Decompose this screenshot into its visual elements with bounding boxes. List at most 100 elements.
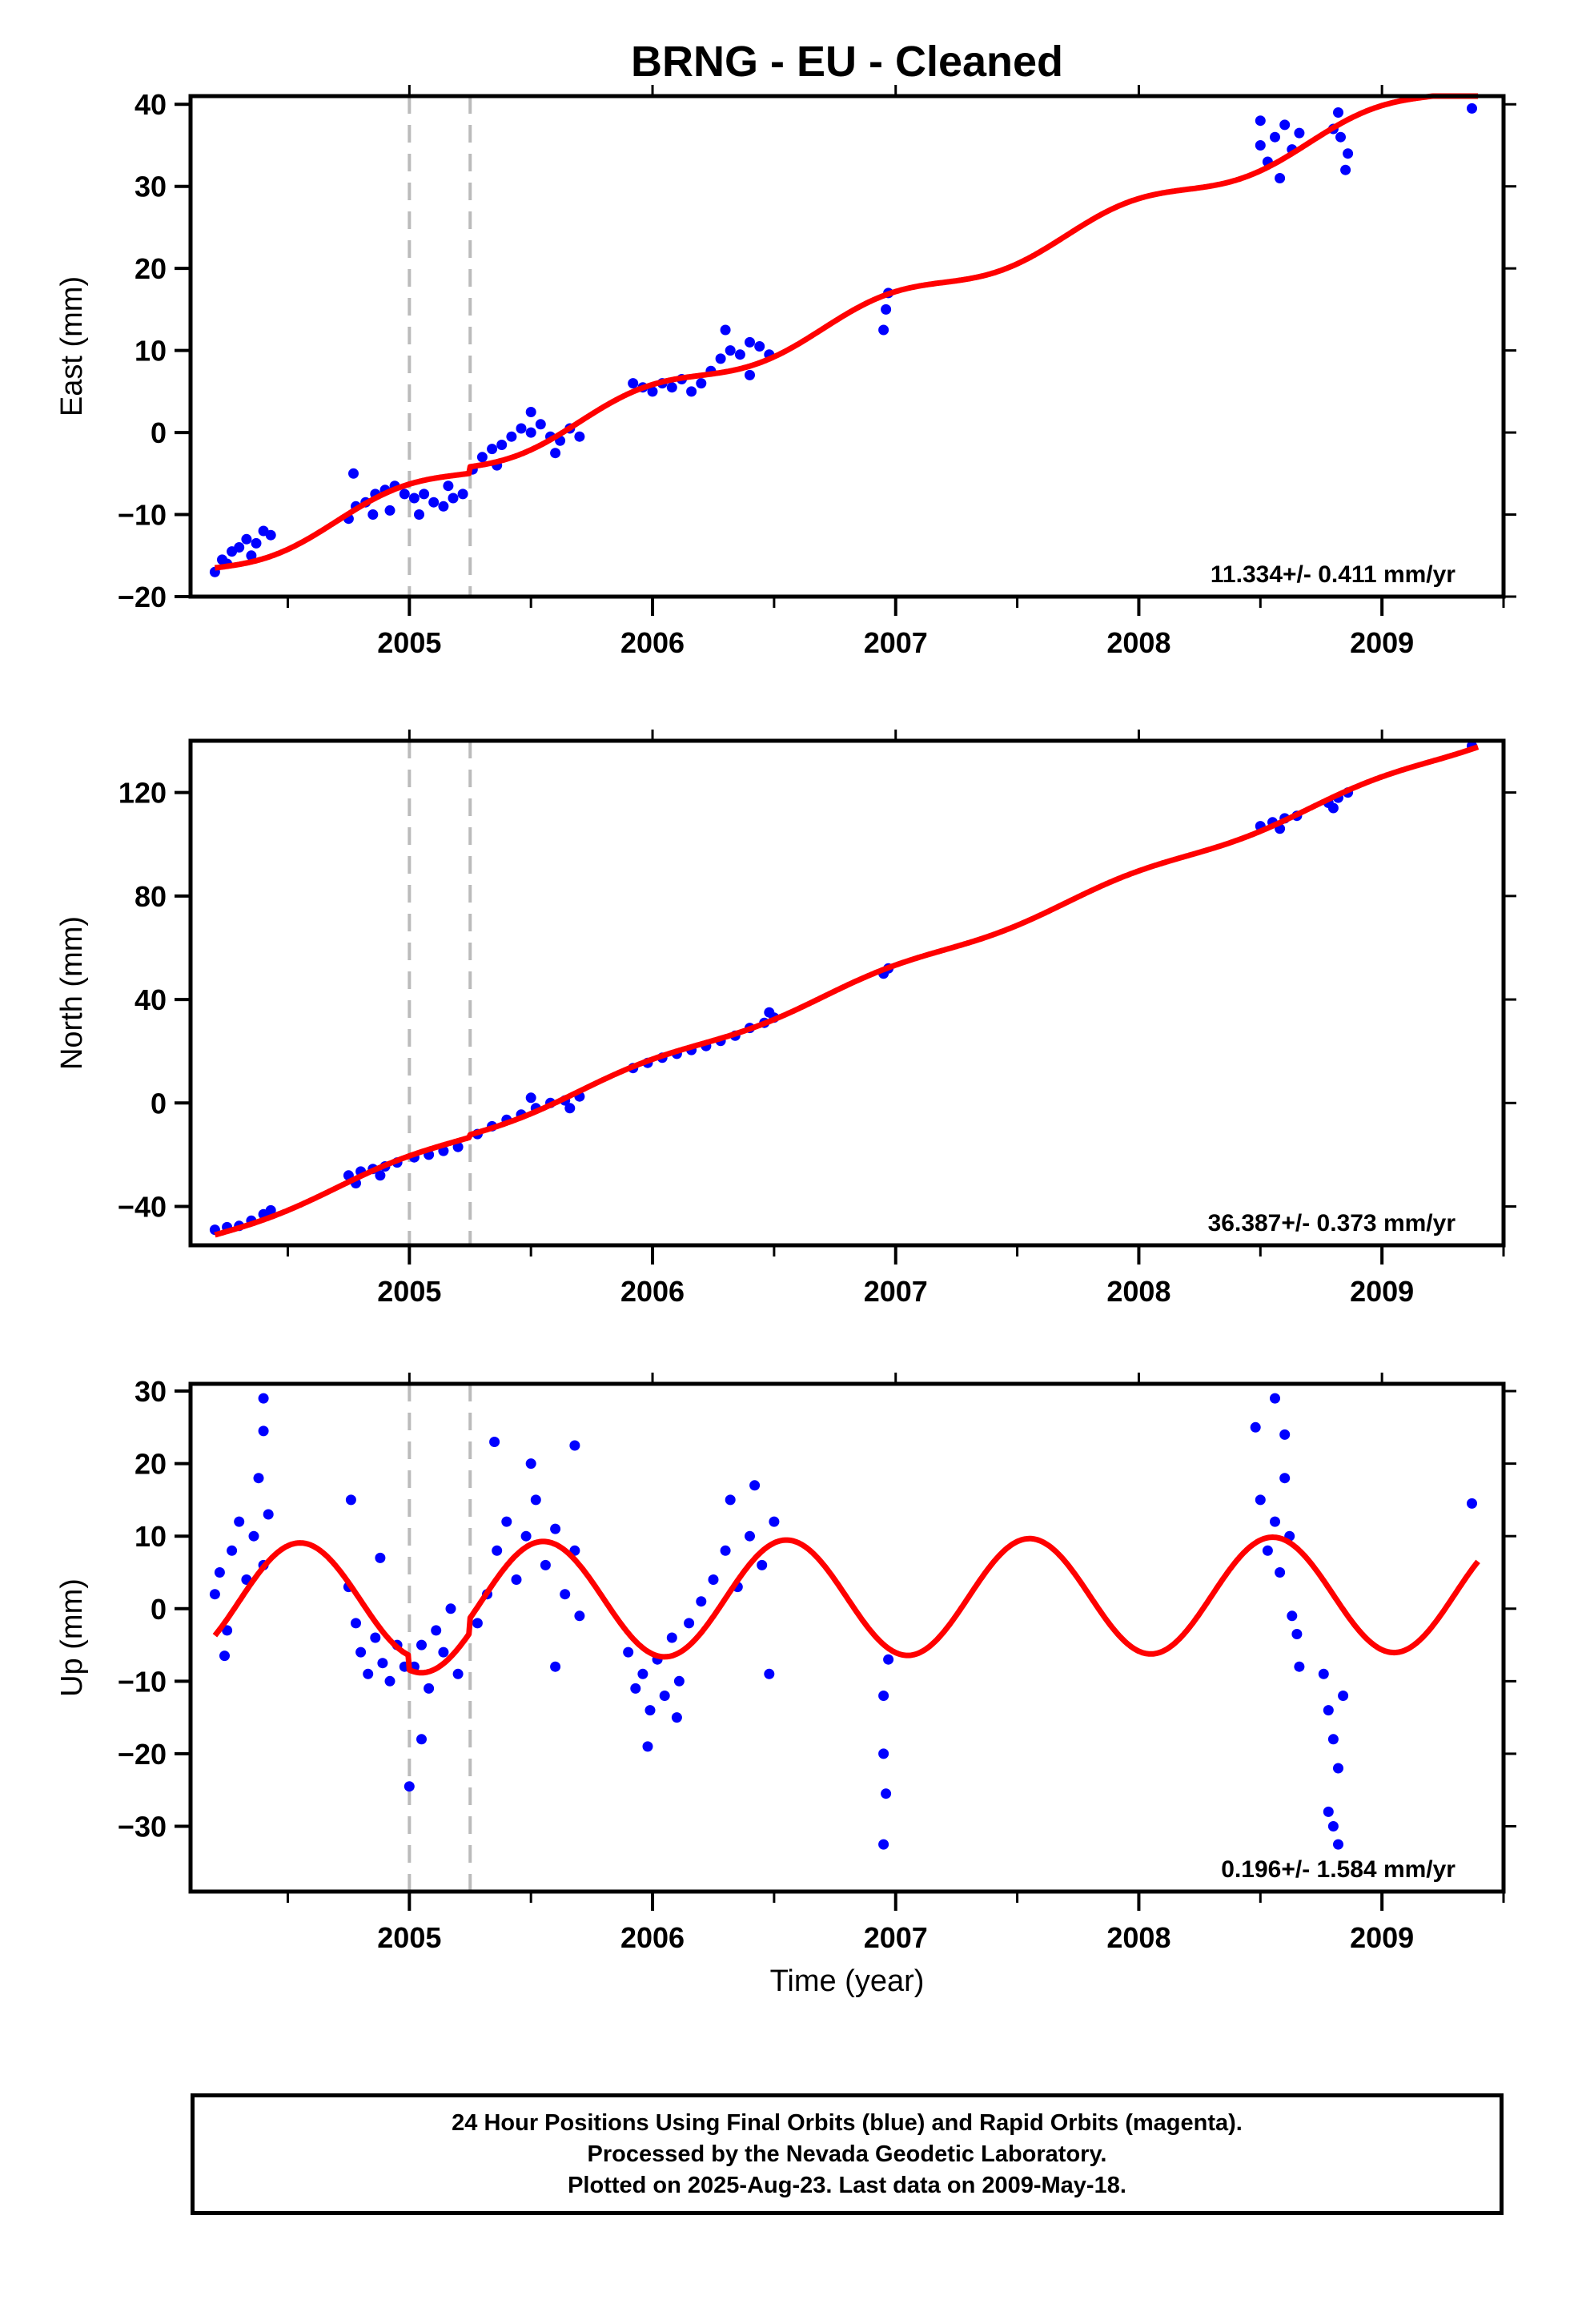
data-point <box>1340 164 1351 175</box>
data-point <box>445 1603 456 1614</box>
data-point <box>1270 1393 1280 1404</box>
data-point <box>1279 1429 1291 1440</box>
data-point <box>472 1618 483 1629</box>
data-point <box>476 452 488 463</box>
data-point <box>745 1530 755 1542</box>
y-tick-label: 0 <box>151 1087 167 1120</box>
data-point <box>348 468 359 479</box>
data-point <box>506 431 517 442</box>
data-point <box>414 509 424 520</box>
y-tick-label: 80 <box>135 880 167 913</box>
data-point <box>363 1668 374 1679</box>
panel-1: 2005 2006 2007 2008 2009 −20 −10 0 10 20 30 40 East … <box>55 38 1516 659</box>
data-point <box>351 1618 361 1629</box>
data-point <box>647 386 658 397</box>
data-point <box>673 1675 685 1687</box>
data-point <box>878 1691 889 1701</box>
data-point <box>511 1574 522 1585</box>
data-point <box>560 1589 571 1600</box>
data-point <box>1270 1516 1280 1527</box>
data-point <box>416 1639 427 1651</box>
y-tick-label: −40 <box>118 1191 167 1224</box>
x-axis-label: Time (year) <box>770 1964 925 1998</box>
data-point <box>404 1781 415 1792</box>
data-point <box>1333 1839 1343 1850</box>
data-point <box>265 529 276 541</box>
data-point <box>1333 107 1343 118</box>
y-tick-label: −10 <box>118 499 167 532</box>
data-point <box>525 1458 536 1470</box>
data-point <box>725 1494 736 1506</box>
data-point <box>258 1425 269 1437</box>
x-tick-label: 2006 <box>620 626 685 659</box>
x-tick-label: 2008 <box>1106 1921 1170 1954</box>
data-point <box>1318 1668 1329 1679</box>
data-point <box>438 1647 449 1658</box>
data-point <box>443 480 454 492</box>
data-point <box>734 349 745 360</box>
plot-frame <box>188 94 1506 599</box>
data-point <box>222 1625 233 1636</box>
data-point <box>501 1516 512 1527</box>
data-point <box>248 1530 259 1542</box>
data-point <box>253 1473 264 1484</box>
data-point <box>671 1712 682 1723</box>
panel-3: 2005 2006 2007 2008 2009 −30 −20 −10 0 10 20 30 Up (… <box>55 1373 1516 1998</box>
model-curve <box>212 1534 1480 1676</box>
data-point <box>696 378 707 389</box>
data-point <box>1343 148 1354 159</box>
data-point <box>424 1683 435 1694</box>
data-point <box>234 1516 245 1527</box>
data-point <box>628 378 639 389</box>
data-point <box>569 1440 580 1451</box>
data-point <box>637 1668 648 1679</box>
data-point <box>416 1734 427 1745</box>
data-point <box>540 1559 551 1570</box>
y-tick-label: 0 <box>151 1593 167 1626</box>
data-point <box>630 1683 641 1694</box>
x-tick-label: 2007 <box>864 626 928 659</box>
data-point <box>355 1647 367 1658</box>
data-point <box>438 501 449 512</box>
data-point <box>550 1523 561 1534</box>
data-point <box>516 423 527 434</box>
plot-frame <box>188 738 1506 1248</box>
data-point <box>764 1668 775 1679</box>
data-point <box>227 1545 238 1556</box>
data-point <box>623 1647 634 1658</box>
footer-line-orbits: 24 Hour Positions Using Final Orbits (bl… <box>452 2109 1243 2136</box>
data-point <box>535 419 546 430</box>
y-tick-label: −30 <box>118 1810 167 1843</box>
y-tick-label: −20 <box>118 1738 167 1771</box>
data-point <box>659 1691 670 1701</box>
data-point <box>370 1632 381 1643</box>
data-point <box>530 1494 541 1506</box>
data-point <box>878 324 889 336</box>
data-point <box>1262 1545 1273 1556</box>
data-point <box>720 324 731 336</box>
data-point <box>644 1705 656 1716</box>
y-axis-label: East (mm) <box>55 276 89 416</box>
y-tick-label: 30 <box>135 1375 167 1408</box>
data-point <box>525 407 536 417</box>
rate-label: 11.334+/- 0.411 mm/yr <box>1211 561 1456 588</box>
x-tick-label: 2006 <box>620 1275 685 1308</box>
data-point <box>263 1509 274 1520</box>
y-tick-label: −20 <box>118 581 167 613</box>
data-point <box>492 1545 503 1556</box>
data-point <box>720 1545 731 1556</box>
data-point <box>1255 115 1266 127</box>
data-point <box>246 550 257 561</box>
data-point <box>1275 173 1286 183</box>
data-point <box>258 1393 269 1404</box>
data-point <box>1327 1734 1339 1745</box>
x-tick-label: 2006 <box>620 1921 685 1954</box>
y-tick-label: 10 <box>135 1520 167 1553</box>
data-point <box>764 1007 775 1018</box>
data-point <box>1279 1473 1291 1484</box>
data-point <box>769 1516 780 1527</box>
x-tick-label: 2008 <box>1106 626 1170 659</box>
data-point <box>1338 1691 1349 1701</box>
data-point <box>1275 1567 1286 1578</box>
y-tick-label: 40 <box>135 88 167 121</box>
